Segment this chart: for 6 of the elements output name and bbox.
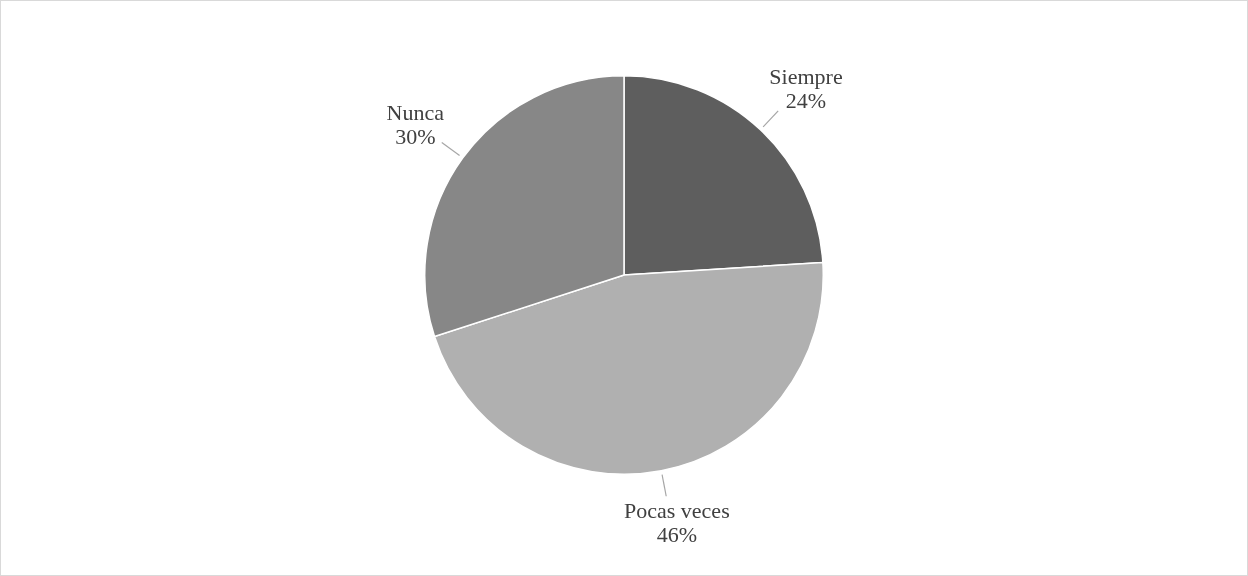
slice-label: Nunca [386, 99, 445, 125]
data-label: 46% [656, 521, 698, 547]
slice-label: Pocas veces [624, 497, 730, 523]
slice-label: Siempre [769, 64, 843, 90]
data-label: 30% [395, 123, 436, 149]
data-label: 24% [785, 88, 827, 114]
